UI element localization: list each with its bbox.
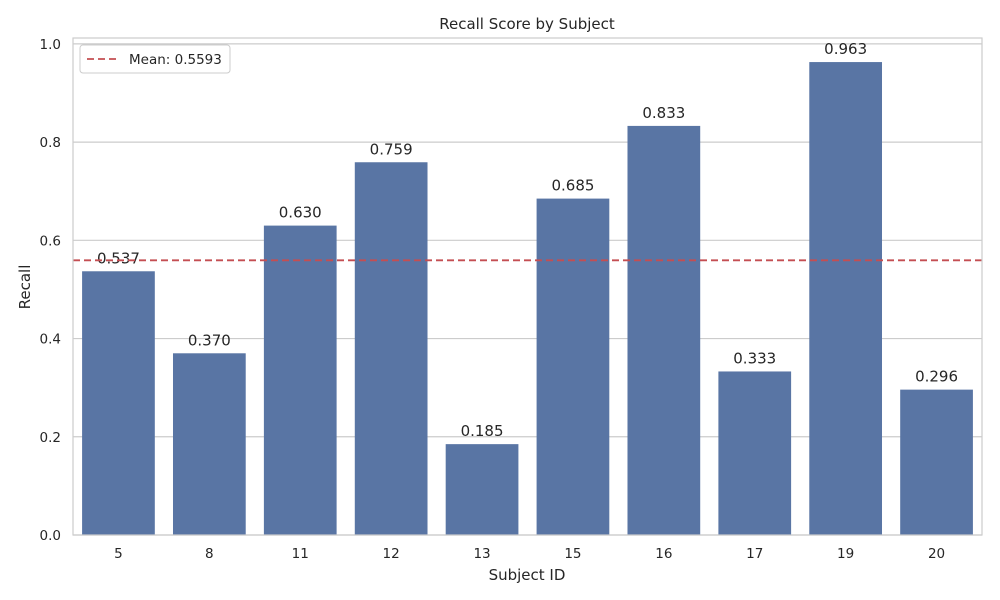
bar-value-label: 0.537 — [97, 249, 140, 267]
bar[interactable] — [900, 389, 973, 535]
bars — [82, 62, 973, 535]
bar-value-label: 0.833 — [642, 104, 685, 122]
x-tick-label: 11 — [292, 546, 309, 562]
bar[interactable] — [809, 62, 883, 535]
bar[interactable] — [263, 225, 337, 535]
x-tick-label: 20 — [928, 546, 945, 562]
x-tick-label: 8 — [205, 546, 214, 562]
bar[interactable] — [536, 198, 610, 535]
x-tick-label: 5 — [114, 546, 123, 562]
x-tick-label: 19 — [837, 546, 854, 562]
plot-frame — [72, 37, 983, 536]
bar[interactable] — [354, 162, 428, 535]
bar[interactable] — [172, 353, 246, 535]
y-ticks: 0.0 0.2 0.4 0.6 0.8 1.0 — [40, 37, 61, 544]
legend-label-mean: Mean: 0.5593 — [129, 52, 222, 68]
x-tick-label: 13 — [473, 546, 490, 562]
bar-value-label: 0.185 — [461, 422, 504, 440]
bar-value-label: 0.296 — [915, 368, 958, 386]
bar-value-label: 0.333 — [733, 349, 776, 367]
y-tick-label: 1.0 — [40, 37, 61, 53]
y-tick-label: 0.4 — [40, 332, 61, 348]
y-axis-label: Recall — [16, 265, 34, 310]
x-tick-label: 15 — [564, 546, 581, 562]
bar-value-label: 0.759 — [370, 140, 413, 158]
y-tick-label: 0.6 — [40, 233, 61, 249]
bar[interactable] — [82, 271, 155, 535]
bar[interactable] — [718, 371, 792, 535]
data-labels: 0.537 0.370 0.630 0.759 0.185 0.685 0.833 0.333… — [97, 40, 958, 440]
x-tick-label: 12 — [383, 546, 400, 562]
x-ticks: 5 8 11 12 13 15 16 17 19 20 — [114, 546, 945, 562]
bar-value-label: 0.630 — [279, 204, 322, 222]
y-tick-label: 0.8 — [40, 135, 61, 151]
bar[interactable] — [445, 444, 519, 535]
bar-value-label: 0.685 — [551, 177, 594, 195]
x-tick-label: 17 — [746, 546, 763, 562]
legend-box — [79, 44, 231, 74]
bar-value-label: 0.963 — [824, 40, 867, 58]
x-tick-label: 16 — [655, 546, 672, 562]
y-tick-label: 0.0 — [40, 528, 61, 544]
legend[interactable]: Mean: 0.5593 — [79, 44, 231, 74]
x-axis-label: Subject ID — [489, 566, 566, 584]
y-tick-label: 0.2 — [40, 430, 61, 446]
chart-title: Recall Score by Subject — [439, 15, 615, 33]
bar-value-label: 0.370 — [188, 331, 231, 349]
bar[interactable] — [627, 125, 701, 535]
